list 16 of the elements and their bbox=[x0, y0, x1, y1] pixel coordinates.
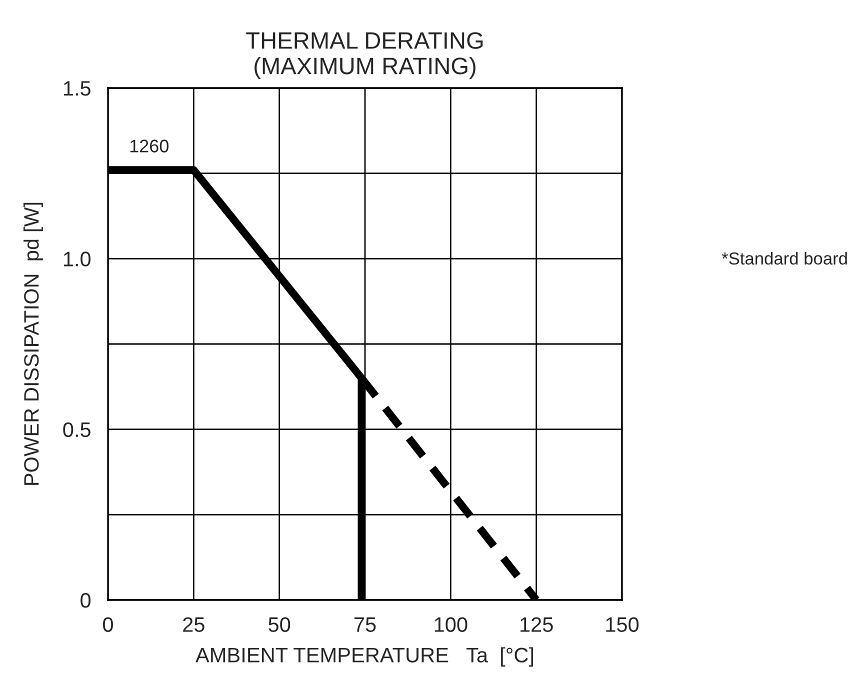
x-tick-label: 50 bbox=[268, 617, 290, 632]
x-tick-label: 100 bbox=[434, 617, 468, 632]
x-tick-label: 0 bbox=[103, 617, 113, 632]
y-axis-title: POWER DISSIPATION pd [W] bbox=[24, 202, 43, 485]
annotation: 1260 bbox=[130, 140, 168, 152]
y-tick-label: 0.5 bbox=[63, 422, 90, 438]
x-tick-label: 150 bbox=[606, 617, 639, 632]
y-tick-label: 0 bbox=[80, 593, 91, 608]
y-tick-label: 1.0 bbox=[64, 252, 91, 266]
x-tick-label: 125 bbox=[520, 617, 553, 632]
x-tick-label: 25 bbox=[183, 617, 204, 632]
x-tick-label: 75 bbox=[354, 617, 376, 632]
x-axis-title: AMBIENT TEMPERATURE Ta [°C] bbox=[196, 647, 534, 667]
chart-title: THERMAL DERATING (MAXIMUM RATING) bbox=[246, 32, 483, 79]
text: *Standard board bbox=[722, 252, 847, 265]
y-tick-label: 1.5 bbox=[64, 81, 90, 96]
